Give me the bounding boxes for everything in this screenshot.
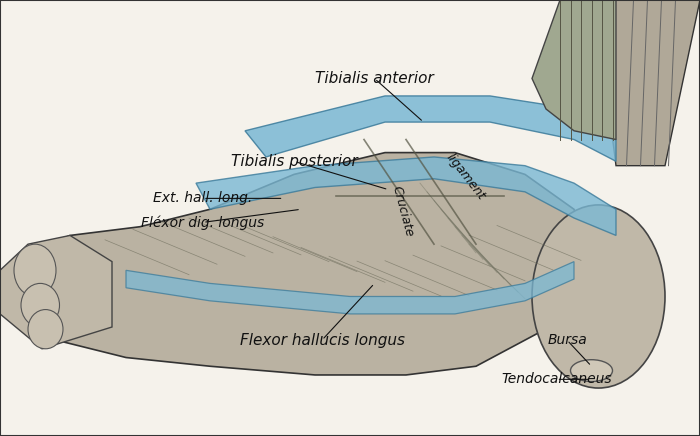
Text: Bursa: Bursa (547, 333, 587, 347)
Polygon shape (245, 96, 616, 161)
Ellipse shape (28, 310, 63, 349)
Polygon shape (126, 262, 574, 314)
Text: Ext. hall. long.: Ext. hall. long. (153, 191, 253, 205)
Polygon shape (0, 235, 112, 349)
Ellipse shape (532, 205, 665, 388)
Polygon shape (14, 153, 595, 375)
Ellipse shape (570, 360, 612, 382)
Text: Tendocalcaneus: Tendocalcaneus (501, 372, 612, 386)
Text: Tibialis posterior: Tibialis posterior (230, 154, 358, 169)
Polygon shape (595, 0, 700, 166)
Ellipse shape (21, 283, 60, 327)
Ellipse shape (14, 244, 56, 296)
Text: Tibialis anterior: Tibialis anterior (315, 71, 434, 86)
Text: ligament: ligament (443, 151, 488, 202)
Text: Fléxor dig. longus: Fléxor dig. longus (141, 215, 265, 230)
Text: Flexor hallucis longus: Flexor hallucis longus (239, 333, 405, 347)
Polygon shape (532, 0, 616, 140)
Polygon shape (196, 157, 616, 235)
Text: Cruciate: Cruciate (389, 184, 416, 238)
